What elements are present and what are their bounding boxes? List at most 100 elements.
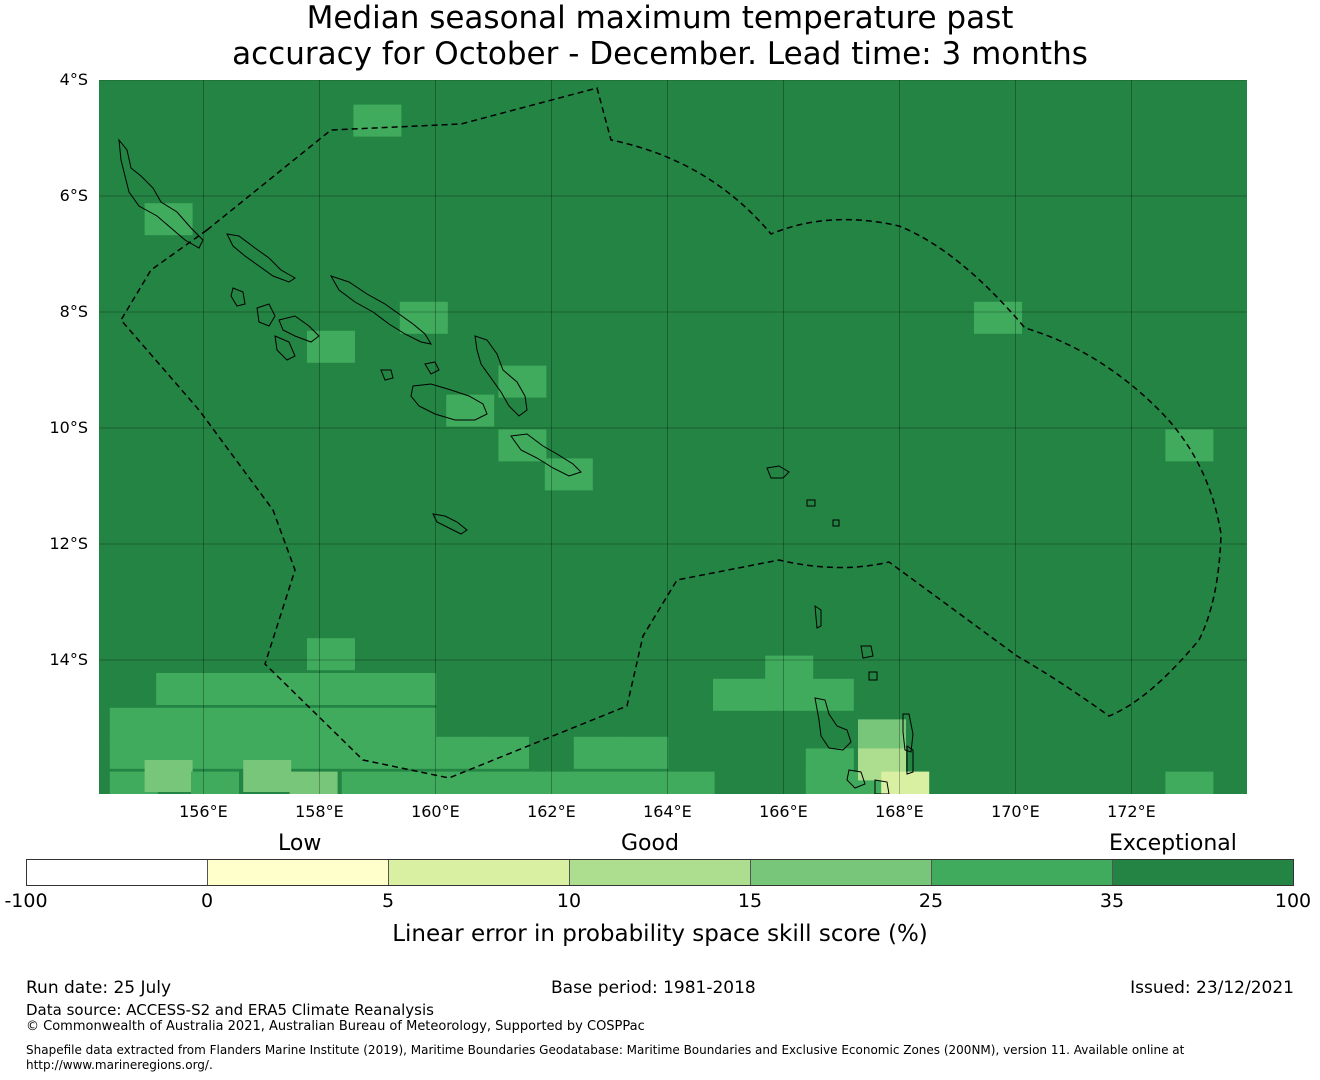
grid-cell (858, 719, 906, 752)
island-coastline (510, 433, 582, 477)
colorbar-segment (208, 860, 389, 885)
grid-cell (109, 707, 158, 740)
island-coastline (226, 233, 296, 283)
grid-cell (144, 760, 193, 792)
lon-label: 160°E (411, 802, 460, 821)
grid-cell (388, 771, 437, 794)
grid-cell (388, 736, 437, 769)
grid-cell (481, 771, 529, 794)
lat-label: 6°S (59, 186, 88, 205)
island-coastline (410, 383, 488, 421)
lon-label: 162°E (527, 802, 576, 821)
grid-cell (434, 771, 483, 794)
grid-cell (620, 771, 669, 794)
grid-cell (434, 736, 483, 769)
island-coastline (118, 138, 204, 249)
grid-cell (881, 771, 930, 794)
lon-label: 168°E (875, 802, 924, 821)
grid-cell (666, 771, 715, 794)
grid-cell (805, 748, 854, 781)
island-coastline (874, 779, 890, 794)
colorbar-tick: 10 (556, 890, 582, 912)
lon-label: 170°E (991, 802, 1040, 821)
grid-cell (527, 771, 576, 794)
lon-label: 158°E (295, 802, 344, 821)
grid-cell (1165, 771, 1214, 794)
grid-cell (243, 760, 292, 792)
island-coastline (230, 287, 246, 307)
colorbar (26, 859, 1294, 886)
island-coastline (278, 315, 320, 343)
lon-label: 166°E (759, 802, 808, 821)
grid-cell (341, 673, 390, 705)
grid-cell (156, 707, 205, 740)
colorbar-segment (751, 860, 932, 885)
island-coastline (806, 499, 816, 507)
island-coastline (902, 713, 914, 753)
colorbar-tick: 25 (918, 890, 944, 912)
grid-cell (202, 673, 251, 705)
colorbar-tick: 15 (737, 890, 763, 912)
island-coastline (380, 369, 394, 381)
lon-label: 156°E (179, 802, 228, 821)
legend-category-exceptional: Exceptional (1109, 831, 1237, 856)
island-coastline (860, 645, 874, 659)
grid-cell (289, 771, 338, 794)
eez-boundaries (120, 87, 1222, 779)
island-coastline (432, 513, 468, 535)
grid-cell (295, 736, 344, 769)
run-date: Run date: 25 July (26, 978, 172, 998)
lat-label: 10°S (49, 418, 88, 437)
island-coastline (256, 303, 276, 327)
lat-label: 12°S (49, 534, 88, 553)
lat-label: 8°S (59, 302, 88, 321)
grid-cell (202, 736, 251, 769)
eez-boundary-solomon-islands (120, 87, 1222, 779)
island-coastline (329, 275, 433, 345)
island-coastline (474, 335, 528, 417)
colorbar-segment (1113, 860, 1293, 885)
issued-date: Issued: 23/12/2021 (1130, 978, 1294, 998)
grid-cell (713, 678, 761, 711)
grid-cell (388, 707, 437, 740)
island-coastline (274, 335, 296, 361)
grid-cell (573, 771, 622, 794)
lat-label: 4°S (59, 70, 88, 89)
island-coastline (424, 361, 440, 375)
grid-cell (974, 301, 1022, 334)
base-period: Base period: 1981-2018 (551, 978, 756, 998)
map-title-line1: Median seasonal maximum temperature past (306, 0, 1014, 36)
grid-cell (498, 365, 547, 398)
grid-cell (1165, 429, 1214, 462)
grid-cell (446, 394, 495, 427)
grid-cell (144, 203, 193, 236)
island-coastline (906, 745, 914, 775)
colorbar-tick: 0 (200, 890, 214, 912)
island-coastline (832, 519, 840, 527)
map-gridlines (99, 80, 1247, 794)
lon-label: 164°E (643, 802, 692, 821)
grid-cell (156, 673, 205, 705)
copyright: © Commonwealth of Australia 2021, Austra… (26, 1019, 645, 1034)
grid-cell (399, 301, 448, 334)
grid-cell (191, 771, 239, 794)
colorbar-tick: 35 (1099, 890, 1125, 912)
data-source: Data source: ACCESS-S2 and ERA5 Climate … (26, 1001, 434, 1019)
grid-cell (573, 736, 622, 769)
island-coastline (814, 697, 852, 751)
grid-cell (765, 655, 814, 688)
grid-cell (307, 638, 355, 671)
colorbar-segment (389, 860, 570, 885)
grid-cell (481, 736, 529, 769)
grid-cell (805, 678, 854, 711)
grid-cell (544, 458, 593, 491)
grid-cell (295, 673, 344, 705)
island-coastline (766, 465, 790, 479)
lon-label: 172°E (1107, 802, 1156, 821)
grid-cell (295, 707, 344, 740)
grid-cell (620, 736, 669, 769)
colorbar-tick: -100 (4, 890, 48, 912)
map-title: Median seasonal maximum temperature past… (0, 0, 1320, 72)
legend-category-good: Good (621, 831, 679, 856)
grid-cell (341, 771, 390, 794)
